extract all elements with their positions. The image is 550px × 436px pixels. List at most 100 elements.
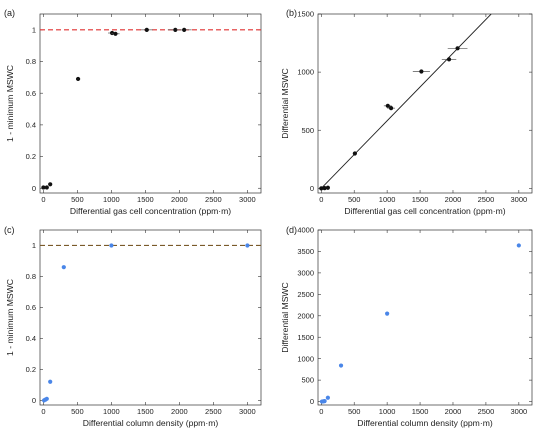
data-point	[385, 311, 390, 316]
y-tick-label: 2000	[297, 311, 314, 320]
x-tick-label: 1000	[103, 407, 120, 416]
data-point	[325, 185, 330, 190]
y-axis-label: 1 - minimum MSWC	[5, 65, 15, 142]
y-tick-label: 0	[32, 396, 36, 405]
data-point	[325, 395, 330, 400]
y-tick-label: 0.2	[26, 365, 36, 374]
y-tick-label: 500	[301, 126, 314, 135]
plot-frame	[39, 229, 262, 406]
chart-panel-d: (d) 0 500 1000 1500 2000 2500 3000 0 500 1000 1500 2…	[280, 225, 533, 428]
y-tick-label: 1000	[297, 354, 314, 363]
chart-panel-b: (b) 0 500 1000 1500 2000 2500 3000 0 500 1000 1500 D…	[280, 8, 533, 216]
data-point	[44, 396, 49, 401]
x-tick-label: 2000	[445, 407, 462, 416]
y-tick-label: 3000	[297, 268, 314, 277]
x-axis-label: Differential column density (ppm·m)	[83, 418, 219, 428]
x-tick-label: 2500	[478, 407, 495, 416]
y-tick-label: 1500	[297, 10, 314, 19]
data-point	[173, 27, 178, 32]
plot-area	[319, 14, 492, 191]
x-tick-label: 2500	[478, 195, 495, 204]
x-tick-label: 500	[348, 407, 361, 416]
data-point	[322, 399, 327, 404]
y-tick-label: 0	[32, 184, 36, 193]
y-tick-label: 2500	[297, 290, 314, 299]
x-tick-label: 1500	[137, 195, 154, 204]
data-point	[455, 46, 460, 51]
data-point	[48, 379, 53, 384]
y-tick-label: 0.4	[26, 120, 36, 129]
data-point	[182, 27, 187, 32]
y-tick-label: 3500	[297, 247, 314, 256]
x-tick-label: 1000	[379, 195, 396, 204]
y-tick-label: 0	[310, 184, 314, 193]
data-point	[419, 69, 424, 74]
data-point	[388, 106, 394, 111]
fit-line	[320, 14, 492, 189]
y-tick-label: 0.8	[26, 57, 36, 66]
x-axis-label: Differential gas cell concentration (ppm…	[344, 206, 505, 216]
x-tick-label: 1000	[103, 195, 120, 204]
plot-frame	[317, 229, 533, 406]
data-point	[338, 363, 344, 368]
chart-panel-a: (a) 0 500 1000 1500 2000 2500 3000 0 0.2 0.4 0.6 0.8…	[4, 8, 262, 216]
y-tick-label: 4000	[297, 226, 314, 235]
y-tick-label: 1500	[297, 333, 314, 342]
x-tick-label: 1000	[379, 407, 396, 416]
x-axis-label: Differential gas cell concentration (ppm…	[70, 206, 231, 216]
x-tick-label: 2000	[171, 407, 188, 416]
x-tick-label: 500	[348, 195, 361, 204]
data-point	[322, 186, 327, 191]
plot-frame	[39, 13, 262, 194]
panel-label: (c)	[4, 225, 15, 235]
y-tick-label: 500	[301, 376, 314, 385]
x-tick-label: 1500	[412, 195, 429, 204]
x-tick-label: 1500	[137, 407, 154, 416]
y-tick-label: 0.6	[26, 303, 36, 312]
y-tick-label: 0.4	[26, 334, 36, 343]
data-point	[245, 243, 250, 248]
x-tick-label: 3000	[239, 407, 256, 416]
data-point	[352, 151, 357, 156]
x-tick-label: 2500	[205, 407, 222, 416]
y-tick-label: 0.2	[26, 152, 36, 161]
data-point	[48, 182, 53, 187]
data-point	[75, 76, 81, 82]
x-tick-label: 0	[319, 407, 323, 416]
x-tick-label: 3000	[510, 195, 527, 204]
data-point	[113, 31, 118, 36]
panel-label: (d)	[286, 225, 297, 235]
x-tick-label: 2000	[445, 195, 462, 204]
x-tick-label: 500	[71, 195, 84, 204]
y-tick-label: 0	[310, 397, 314, 406]
y-tick-label: 0.8	[26, 272, 36, 281]
y-tick-label: 1000	[297, 68, 314, 77]
y-tick-label: 1	[32, 25, 36, 34]
plot-area	[319, 243, 521, 404]
x-tick-label: 0	[41, 407, 45, 416]
y-tick-label: 0.6	[26, 89, 36, 98]
y-axis-label: Differential MSWC	[280, 68, 290, 139]
data-point	[61, 265, 66, 270]
plot-frame	[317, 13, 533, 194]
data-point	[516, 243, 521, 248]
x-tick-label: 2000	[171, 195, 188, 204]
plot-area	[40, 27, 261, 190]
data-point	[319, 186, 324, 191]
x-tick-label: 1500	[412, 407, 429, 416]
x-tick-label: 3000	[510, 407, 527, 416]
y-axis-label: Differential MSWC	[280, 282, 290, 353]
y-axis-label: 1 - minimum MSWC	[5, 279, 15, 356]
data-point	[109, 243, 114, 248]
x-axis-label: Differential column density (ppm·m)	[357, 418, 493, 428]
x-tick-label: 0	[41, 195, 45, 204]
data-point	[44, 185, 49, 190]
panel-label: (a)	[4, 8, 15, 18]
y-tick-label: 1	[32, 241, 36, 250]
x-tick-label: 2500	[205, 195, 222, 204]
data-point	[144, 27, 149, 32]
chart-panel-c: (c) 0 500 1000 1500 2000 2500 3000 0 0.2 0.4 0.6 0.8…	[4, 225, 262, 428]
plot-area	[40, 243, 261, 403]
x-tick-label: 0	[319, 195, 323, 204]
